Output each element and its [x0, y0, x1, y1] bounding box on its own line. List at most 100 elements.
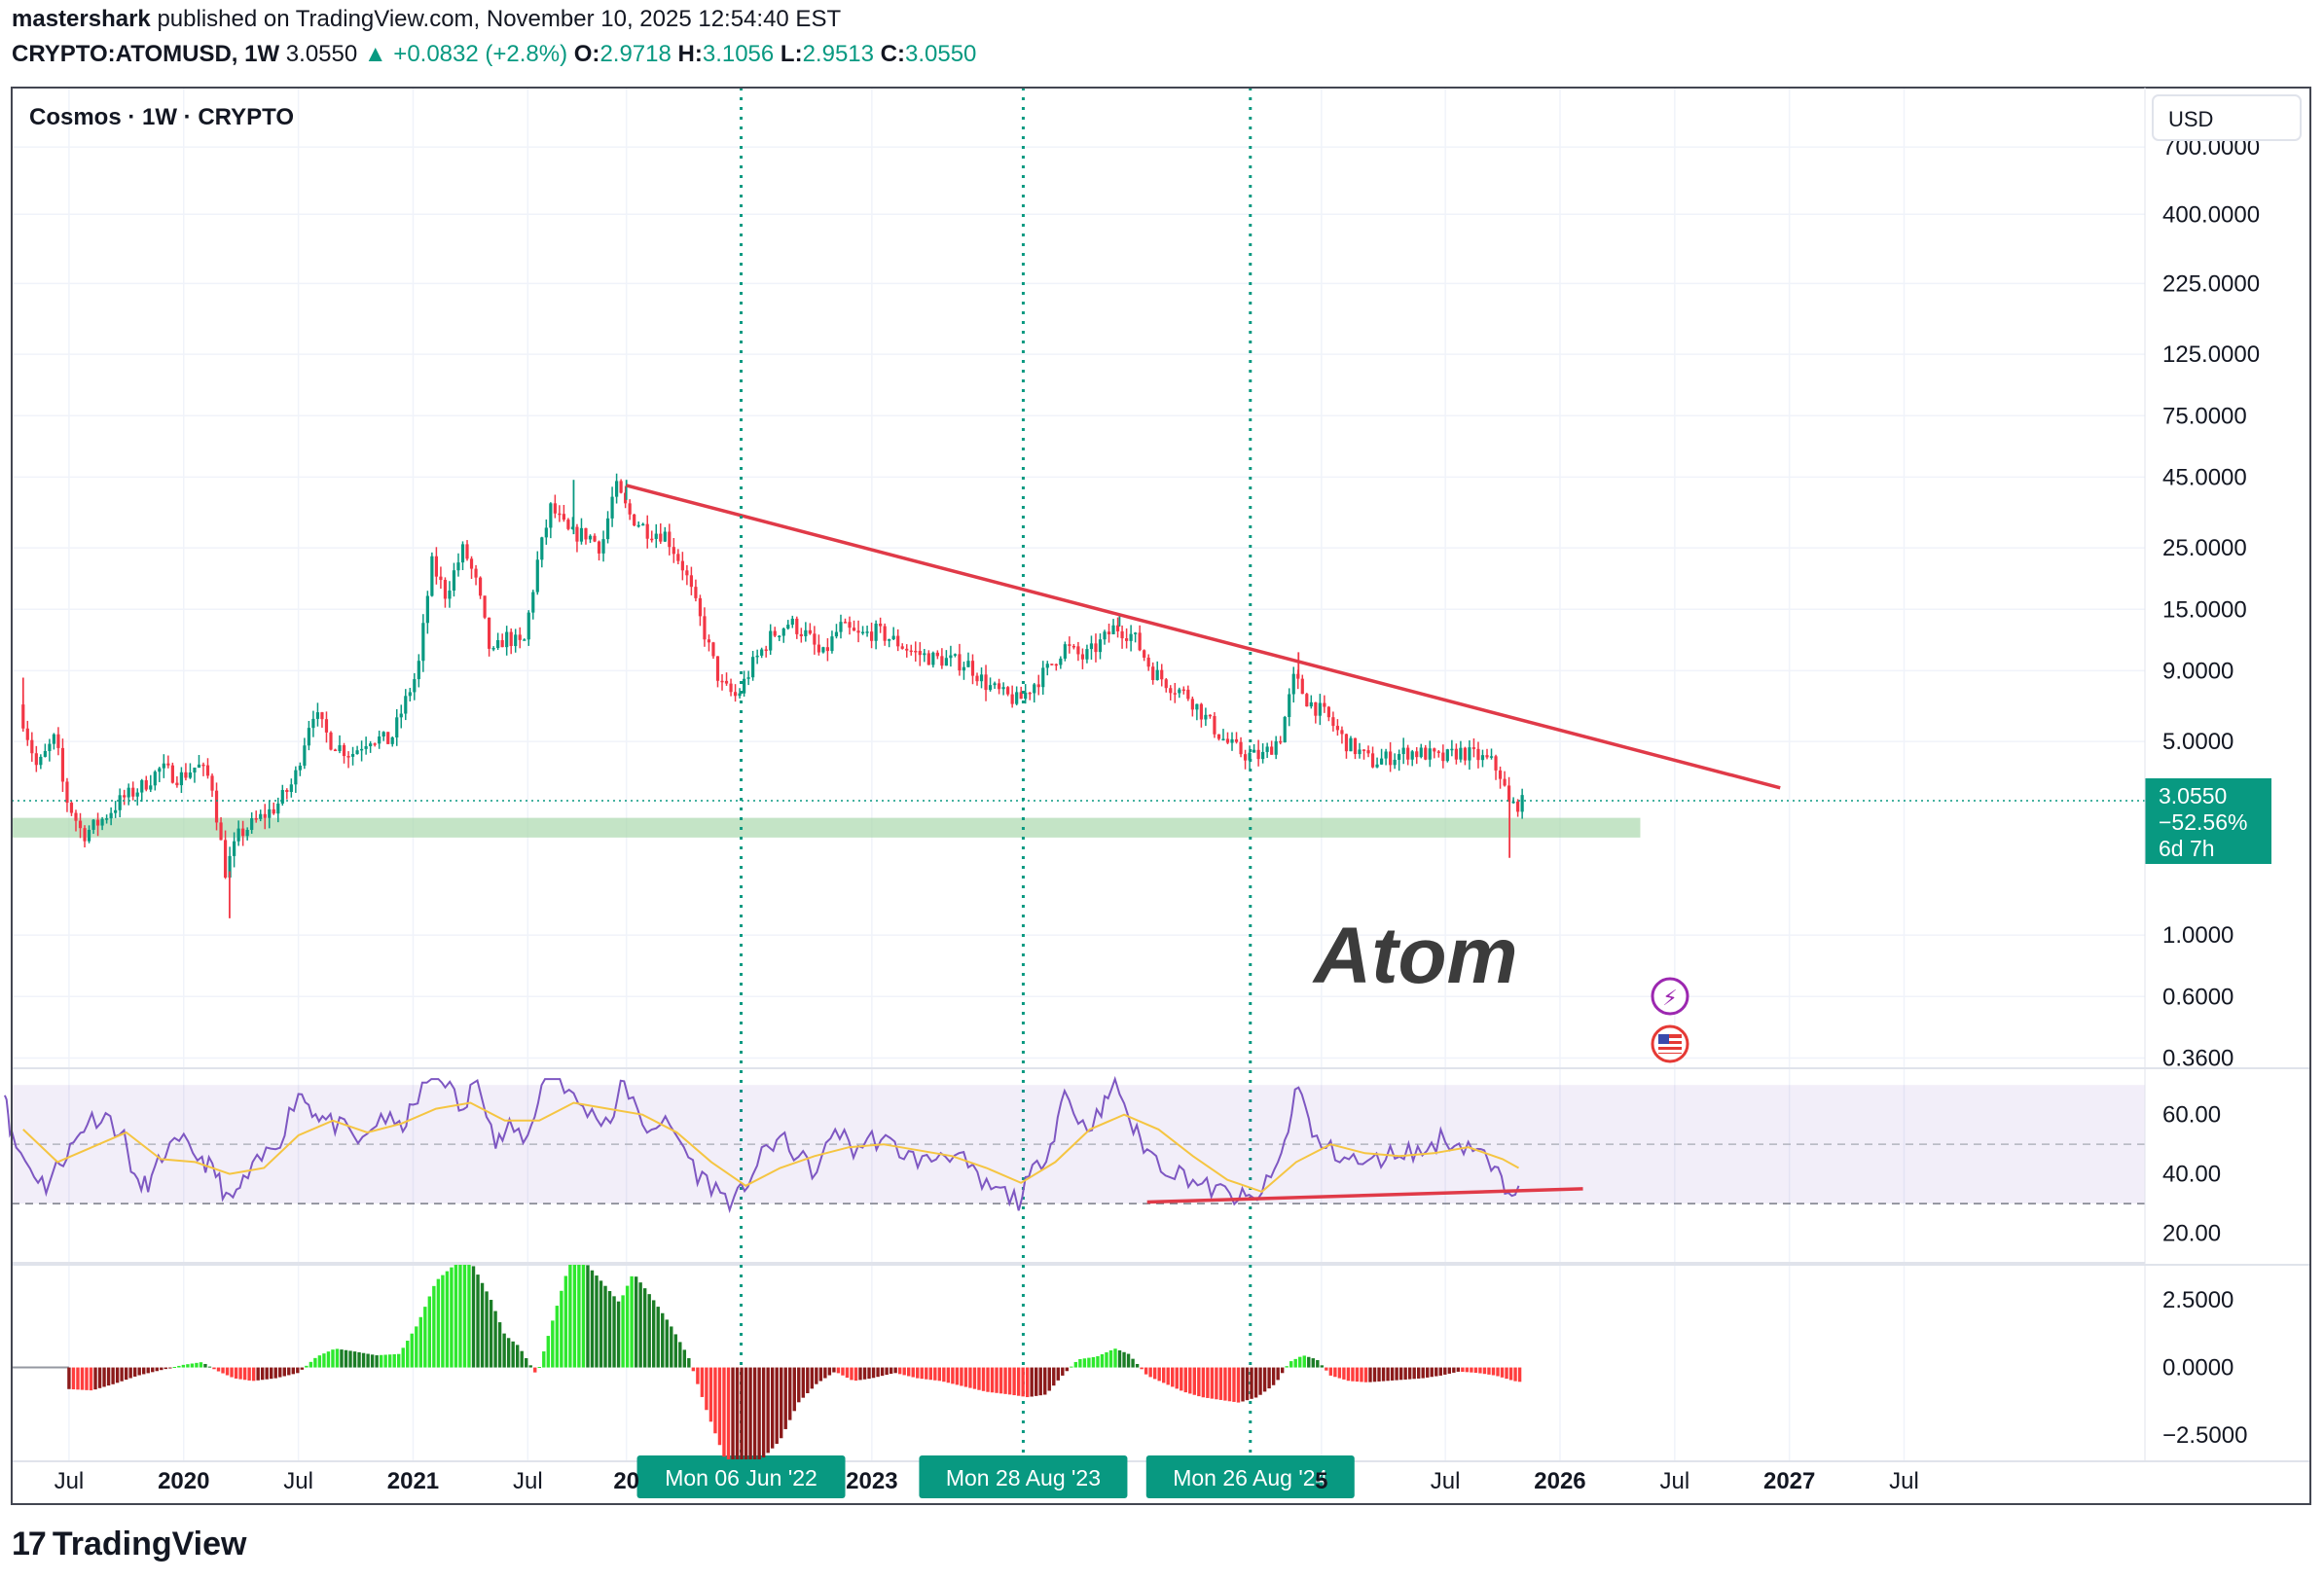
candle-body — [729, 683, 733, 693]
publication-line: mastershark published on TradingView.com… — [12, 6, 841, 33]
rsi-tick-label: 40.00 — [2162, 1162, 2221, 1188]
candle-body — [940, 656, 944, 666]
oscillator-bar — [761, 1367, 766, 1458]
candle-body — [1379, 758, 1384, 765]
candle-body — [1300, 678, 1304, 695]
oscillator-bar — [528, 1365, 532, 1368]
candle-body — [324, 719, 329, 733]
oscillator-bar — [612, 1296, 616, 1368]
candle-body — [1001, 687, 1005, 690]
oscillator-tick-label: −2.5000 — [2162, 1422, 2247, 1449]
tradingview-logo[interactable]: 17 TradingView — [12, 1526, 246, 1563]
candle-body — [949, 655, 953, 659]
candle-body — [839, 622, 843, 632]
candle-body — [588, 535, 593, 540]
oscillator-bar — [106, 1367, 111, 1386]
candle-body — [276, 803, 280, 814]
time-tick-label: 2020 — [158, 1468, 209, 1494]
candle-body — [1353, 737, 1358, 755]
currency-button[interactable]: USD — [2152, 94, 2302, 141]
candle-body — [333, 749, 338, 752]
candle-body — [1450, 748, 1454, 751]
candle-body — [184, 772, 188, 778]
candle-body — [1344, 734, 1349, 752]
candle-body — [460, 544, 465, 563]
oscillator-bar — [607, 1291, 612, 1368]
candle-body — [78, 820, 83, 829]
grid-layer — [12, 88, 2310, 1462]
candle-body — [1323, 702, 1326, 707]
candle-body — [311, 718, 315, 729]
candle-body — [540, 537, 544, 560]
candle-body — [399, 713, 403, 718]
oscillator-bar — [551, 1320, 555, 1368]
candle-body — [421, 623, 425, 662]
candle-body — [909, 650, 913, 653]
candle-body — [149, 785, 153, 790]
open-value: 2.9718 — [599, 41, 672, 67]
oscillator-bar — [656, 1307, 660, 1368]
candle-body — [1129, 633, 1133, 641]
oscillator-bar — [234, 1367, 238, 1379]
candle-body — [1498, 770, 1503, 779]
oscillator-bar — [647, 1294, 651, 1368]
oscillator-bar — [1135, 1363, 1140, 1368]
candle-body — [465, 544, 469, 559]
candle-body — [1094, 643, 1098, 653]
oscillator-bar — [427, 1296, 432, 1368]
oscillator-bar — [766, 1367, 770, 1454]
candle-body — [733, 692, 738, 697]
candle-body — [843, 622, 848, 624]
oscillator-bar — [273, 1367, 277, 1379]
candle-body — [360, 748, 364, 751]
oscillator-bar — [572, 1265, 577, 1368]
currency-label: USD — [2168, 107, 2213, 131]
candle-body — [456, 562, 460, 571]
oscillator-bar — [331, 1349, 335, 1368]
oscillator-bar — [370, 1354, 375, 1368]
candle-body — [1143, 650, 1146, 658]
oscillator-bar — [375, 1355, 379, 1368]
oscillator-bar — [1351, 1367, 1355, 1382]
candle-body — [1349, 737, 1353, 752]
oscillator-bar — [445, 1271, 450, 1368]
oscillator-bar — [1038, 1367, 1042, 1396]
candle-body — [95, 819, 100, 826]
candle-body — [1261, 751, 1265, 760]
candle-body — [1441, 752, 1445, 762]
candle-body — [852, 628, 856, 631]
oscillator-bar — [151, 1367, 155, 1373]
oscillator-bar — [1395, 1367, 1398, 1381]
brand-name: TradingView — [52, 1526, 247, 1562]
candle-body — [799, 633, 803, 636]
oscillator-bar — [1253, 1367, 1258, 1398]
candle-body — [1006, 687, 1010, 695]
candle-body — [303, 745, 307, 766]
lightning-icon[interactable]: ⚡ — [1651, 977, 1689, 1016]
oscillator-bar — [1328, 1367, 1333, 1376]
oscillator-bar — [1262, 1367, 1267, 1392]
oscillator-bar — [726, 1367, 731, 1459]
candle-body — [34, 753, 38, 766]
oscillator-bar — [1416, 1367, 1421, 1379]
oscillator-bar — [700, 1367, 705, 1397]
time-tick-label: 2026 — [1534, 1468, 1585, 1494]
oscillator-bar — [621, 1295, 625, 1368]
candle-body — [553, 503, 557, 514]
us-flag-icon[interactable] — [1651, 1024, 1689, 1063]
oscillator-bar — [1377, 1367, 1381, 1382]
candle-body — [1489, 756, 1494, 758]
oscillator-bar — [1355, 1367, 1360, 1382]
candle-body — [439, 576, 443, 581]
oscillator-bar — [818, 1367, 823, 1382]
candle-body — [865, 631, 869, 633]
oscillator-bar — [155, 1367, 159, 1372]
candle-body — [1098, 639, 1103, 653]
candle-body — [813, 633, 817, 645]
oscillator-bar — [300, 1367, 305, 1370]
rsi-trendline — [1146, 1187, 1583, 1204]
candle-body — [1366, 750, 1370, 754]
candle-body — [1340, 730, 1344, 735]
candle-body — [350, 754, 355, 757]
